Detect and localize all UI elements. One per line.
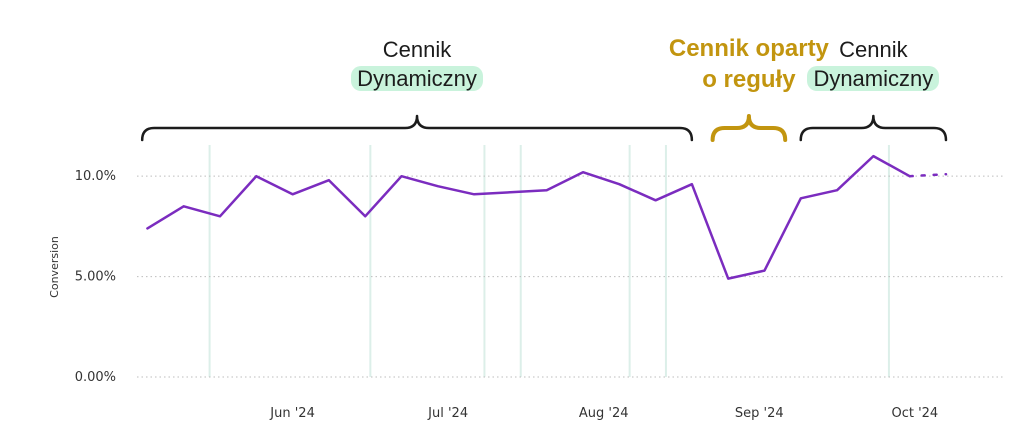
annotation-brace: [710, 114, 788, 142]
annotation-line2-text: Dynamiczny: [807, 66, 940, 91]
y-axis-title: Conversion: [48, 236, 61, 298]
gridlines: [137, 175, 1003, 378]
annotation-line2: Dynamiczny: [322, 64, 512, 93]
x-tick-label: Jun '24: [269, 406, 315, 421]
series-line: [146, 154, 911, 280]
series-lines: [146, 154, 948, 280]
y-tick-label: 10.0%: [75, 169, 116, 184]
annotation-line1: Cennik: [382, 37, 452, 62]
y-tick-label: 5.00%: [75, 270, 116, 285]
y-axis-ticks: 0.00% 5.00% 10.0%: [75, 169, 116, 385]
y-tick-label: 0.00%: [75, 370, 116, 385]
annotation-brace: [799, 114, 948, 142]
vertical-markers: [208, 145, 890, 377]
annotation-line1: Cennik: [839, 37, 908, 62]
annotation-line2: Dynamiczny: [778, 64, 968, 93]
x-tick-label: Sep '24: [735, 406, 784, 421]
annotation-line2-text: Dynamiczny: [351, 66, 483, 91]
x-tick-label: Jul '24: [427, 406, 468, 421]
x-tick-label: Aug '24: [579, 406, 629, 421]
annotation-line2: o reguły: [654, 64, 844, 95]
annotation-label: Cennik Dynamiczny: [322, 35, 512, 93]
x-tick-label: Oct '24: [891, 406, 938, 421]
series-projection: [908, 172, 948, 178]
x-axis-ticks: Jun '24 Jul '24 Aug '24 Sep '24 Oct '24: [269, 406, 938, 421]
annotation-label: Cennik oparty o reguły: [654, 33, 844, 95]
annotation-brace: [140, 114, 694, 142]
annotation-line1: Cennik oparty: [668, 35, 829, 62]
annotation-braces: [140, 114, 948, 142]
annotation-line2-text: o reguły: [702, 66, 796, 93]
annotation-label: Cennik Dynamiczny: [778, 35, 968, 93]
